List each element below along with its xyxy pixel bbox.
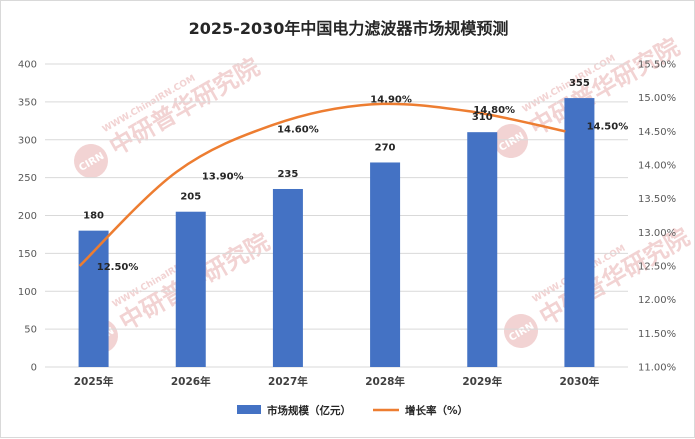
- y-right-tick-label: 15.50%: [638, 60, 676, 71]
- y-right-tick-label: 15.00%: [638, 93, 676, 104]
- y-left-tick-label: 200: [18, 211, 37, 222]
- x-axis: 2025年 2026年 2027年 2028年 2029年 2030年: [74, 375, 600, 388]
- x-tick-label: 2029年: [462, 375, 502, 388]
- legend-label-line: 增长率（%）: [405, 404, 468, 417]
- legend: 市场规模（亿元） 增长率（%）: [237, 404, 468, 417]
- y-axis-left: 0 50 100 150 200 250 300 350 400: [18, 60, 37, 374]
- x-tick-label: 2028年: [365, 375, 405, 388]
- legend-label-bar: 市场规模（亿元）: [267, 404, 351, 417]
- line-value-label: 14.90%: [370, 94, 412, 105]
- x-tick-label: 2030年: [560, 375, 600, 388]
- y-left-tick-label: 400: [18, 60, 37, 71]
- y-left-tick-label: 300: [18, 135, 37, 146]
- bar-value-label: 180: [83, 211, 104, 222]
- bar-value-label: 205: [180, 192, 201, 203]
- line-value-label: 12.50%: [97, 262, 139, 273]
- watermark-cn-text: 中研普华研究院: [105, 53, 264, 161]
- y-right-tick-label: 11.00%: [638, 363, 676, 374]
- bar-4: [370, 162, 400, 367]
- y-axis-right: 11.00% 11.50% 12.00% 12.50% 13.00% 13.50% 14.0…: [638, 60, 676, 374]
- line-value-label: 14.80%: [473, 105, 515, 116]
- x-tick-label: 2025年: [74, 375, 114, 388]
- y-right-tick-label: 11.50%: [638, 329, 676, 340]
- watermark-cn-text: 中研普华研究院: [535, 223, 694, 331]
- legend-swatch-bar: [237, 405, 261, 414]
- x-tick-label: 2026年: [171, 375, 211, 388]
- line-value-label: 14.60%: [277, 125, 319, 136]
- bar-6: [564, 98, 594, 367]
- bar-5: [467, 132, 497, 367]
- y-left-tick-label: 100: [18, 287, 37, 298]
- bar-value-label: 355: [569, 78, 590, 89]
- x-tick-label: 2027年: [268, 375, 308, 388]
- bar-value-label: 235: [277, 169, 298, 180]
- y-left-tick-label: 350: [18, 97, 37, 108]
- y-left-tick-label: 0: [31, 363, 37, 374]
- y-right-tick-label: 13.00%: [638, 228, 676, 239]
- y-right-tick-label: 14.00%: [638, 161, 676, 172]
- y-right-tick-label: 12.50%: [638, 262, 676, 273]
- y-right-tick-label: 14.50%: [638, 127, 676, 138]
- y-right-tick-label: 12.00%: [638, 295, 676, 306]
- y-left-tick-label: 250: [18, 173, 37, 184]
- y-left-tick-label: 150: [18, 249, 37, 260]
- bar-2: [176, 212, 206, 367]
- y-right-tick-label: 13.50%: [638, 194, 676, 205]
- y-left-tick-label: 50: [24, 325, 37, 336]
- line-value-label: 14.50%: [587, 121, 629, 132]
- bar-3: [273, 189, 303, 367]
- bar-value-label: 270: [375, 142, 396, 153]
- line-value-label: 13.90%: [202, 172, 244, 183]
